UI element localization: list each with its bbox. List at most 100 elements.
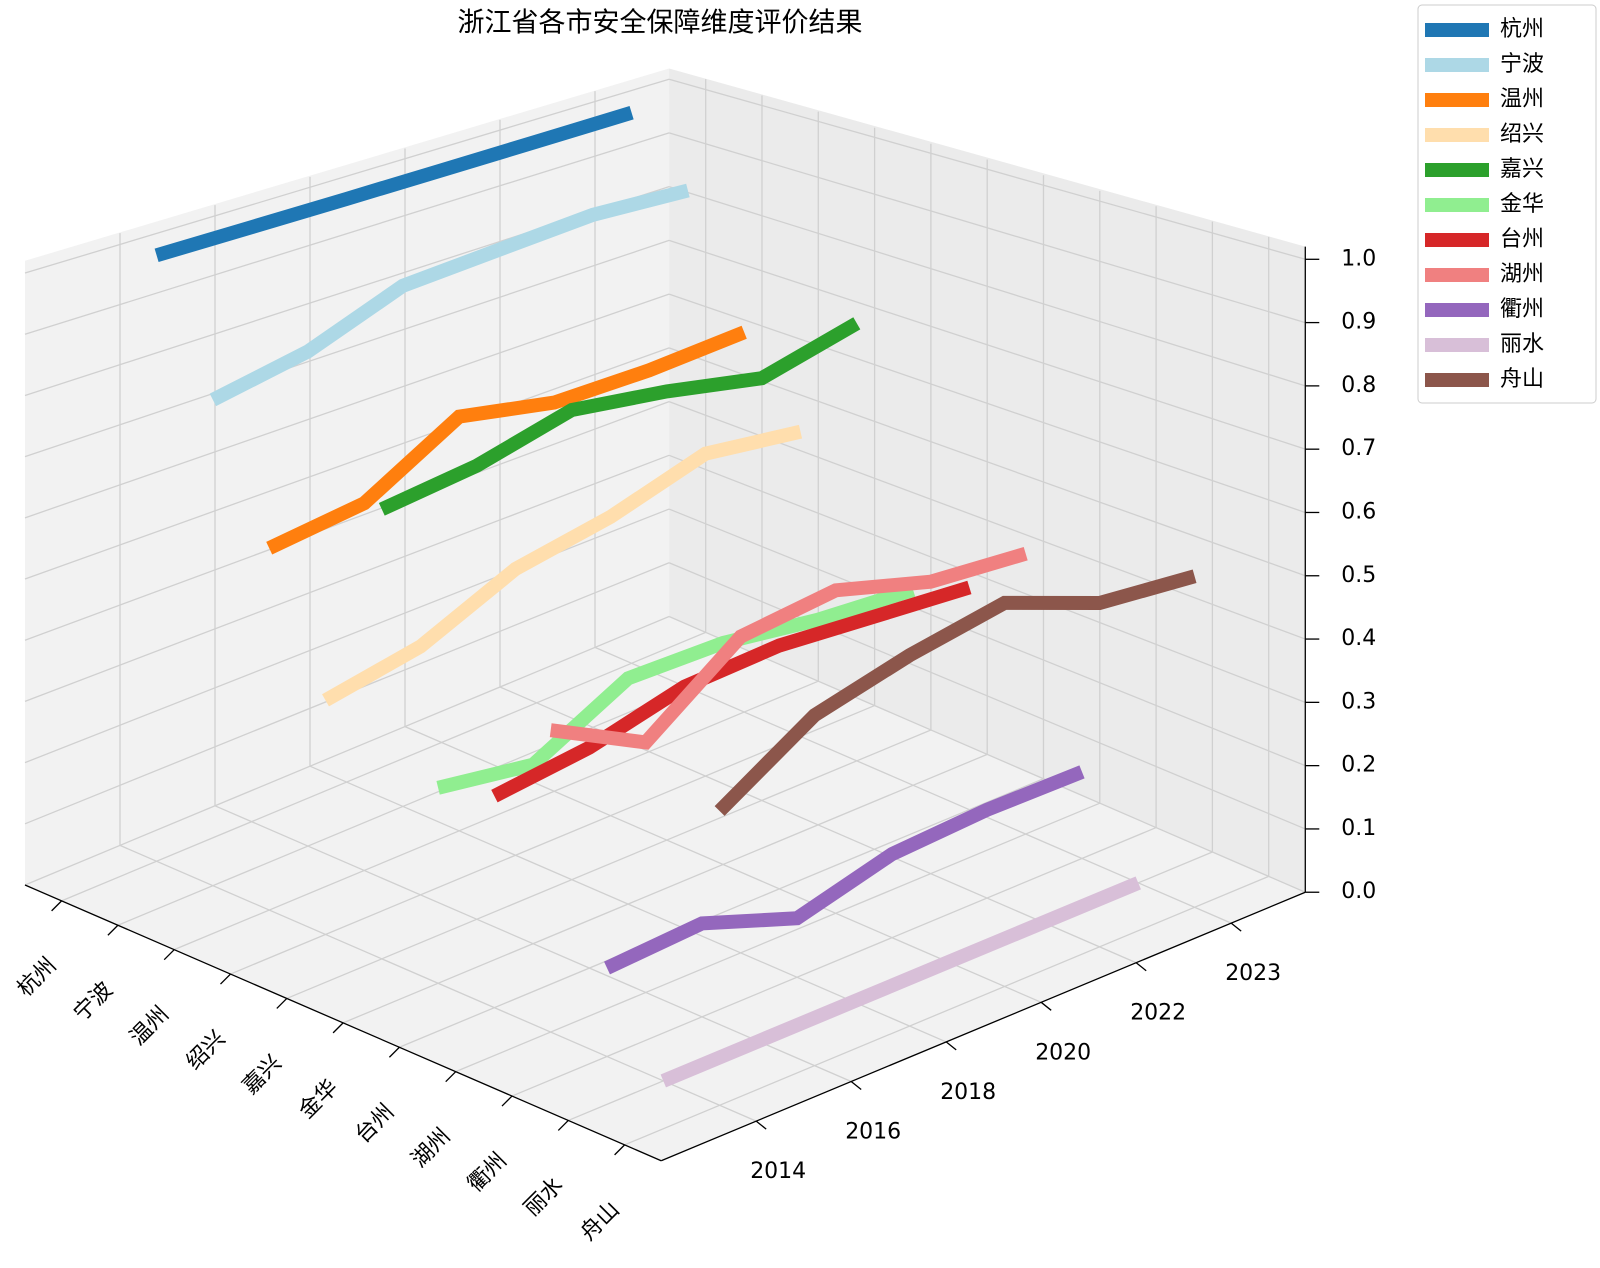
series-line xyxy=(266,325,747,555)
legend-label: 衢州 xyxy=(1500,297,1544,322)
x-tick-label: 舟山 xyxy=(576,1197,625,1246)
grid-line xyxy=(230,704,875,975)
z-tick-label: 0.6 xyxy=(1341,499,1376,524)
x-tick-label: 丽水 xyxy=(520,1173,569,1222)
grid-line xyxy=(24,347,670,580)
series-line xyxy=(714,569,1197,816)
grid-line xyxy=(511,826,1157,1097)
grid-line xyxy=(24,454,670,703)
x-tick xyxy=(445,1071,457,1083)
y-tick-label: 2018 xyxy=(940,1080,996,1105)
y-tick-label: 2014 xyxy=(750,1159,806,1184)
left-pane xyxy=(25,68,670,885)
legend-swatch xyxy=(1425,23,1489,37)
x-axis xyxy=(24,884,662,1162)
grid-line xyxy=(342,753,988,1024)
x-tick-label: 宁波 xyxy=(69,978,118,1027)
x-tick xyxy=(163,949,175,961)
x-tick-label: 台州 xyxy=(351,1100,400,1149)
x-tick xyxy=(332,1022,344,1034)
x-tick-label: 杭州 xyxy=(13,953,62,1002)
x-tick xyxy=(557,1120,569,1131)
x-tick xyxy=(614,1144,626,1156)
x-tick-label: 衢州 xyxy=(463,1148,512,1197)
legend-label: 绍兴 xyxy=(1500,122,1544,147)
grid-line xyxy=(119,844,757,1122)
grid xyxy=(24,78,1306,1146)
series-line xyxy=(491,580,972,803)
series-line xyxy=(209,183,690,407)
lines xyxy=(154,106,1197,1088)
legend-label: 嘉兴 xyxy=(1500,157,1544,182)
grid-line xyxy=(286,729,932,1000)
legend-label: 舟山 xyxy=(1500,367,1544,392)
legend-label: 丽水 xyxy=(1500,332,1544,357)
z-tick-label: 0.3 xyxy=(1341,689,1376,714)
x-tick xyxy=(276,998,288,1009)
legend-label: 宁波 xyxy=(1500,52,1544,77)
y-axis xyxy=(660,891,1306,1162)
grid-line xyxy=(309,765,947,1043)
y-tick-label: 2020 xyxy=(1035,1040,1091,1065)
grid-line xyxy=(24,615,670,886)
grid-line xyxy=(24,78,670,274)
legend-label: 湖州 xyxy=(1500,262,1544,287)
z-tick-label: 0.9 xyxy=(1341,310,1376,335)
y-tick xyxy=(850,1081,862,1091)
legend-label: 金华 xyxy=(1500,192,1544,217)
series-line xyxy=(322,424,803,707)
x-tick-label: 湖州 xyxy=(407,1124,456,1173)
z-tick-label: 0.1 xyxy=(1341,816,1376,841)
z-tick-label: 1.0 xyxy=(1341,246,1376,271)
grid-line xyxy=(455,802,1101,1073)
grid-line xyxy=(624,875,1269,1146)
y-tick xyxy=(755,1120,767,1130)
z-tick-label: 0.5 xyxy=(1341,563,1376,588)
y-tick xyxy=(1230,922,1242,932)
y-tick-label: 2022 xyxy=(1130,1001,1186,1026)
x-tick-label: 绍兴 xyxy=(182,1026,231,1075)
x-tick-label: 嘉兴 xyxy=(238,1051,287,1100)
y-tick xyxy=(1040,1001,1052,1011)
x-tick xyxy=(220,973,231,985)
grid-line xyxy=(24,400,670,641)
x-tick xyxy=(51,900,63,912)
z-tick-label: 0.8 xyxy=(1341,373,1376,398)
legend-swatch xyxy=(1425,233,1489,247)
grid-line xyxy=(24,293,670,519)
y-tick-label: 2016 xyxy=(845,1120,901,1145)
z-tick-label: 0.7 xyxy=(1341,436,1376,461)
series-line xyxy=(378,317,861,516)
series-line xyxy=(154,106,634,263)
legend-swatch xyxy=(1425,303,1489,317)
legend-swatch xyxy=(1425,58,1489,72)
grid-line xyxy=(24,239,670,458)
x-tick xyxy=(501,1095,513,1107)
grid-line xyxy=(594,646,1232,924)
z-tick-label: 0.4 xyxy=(1341,626,1376,651)
legend-label: 台州 xyxy=(1500,227,1544,252)
grid-line xyxy=(214,805,852,1083)
series-line xyxy=(549,546,1028,750)
series-line xyxy=(436,583,916,795)
x-tick-label: 金华 xyxy=(294,1075,343,1124)
legend-label: 温州 xyxy=(1500,87,1544,112)
y-tick xyxy=(1135,962,1147,972)
x-tick-label: 温州 xyxy=(125,1002,174,1051)
legend-swatch xyxy=(1425,373,1489,387)
grid-line xyxy=(173,680,819,951)
legend-swatch xyxy=(1425,128,1489,142)
grid-line xyxy=(24,132,670,335)
x-tick xyxy=(107,924,119,936)
x-tick xyxy=(388,1046,400,1058)
grid-line xyxy=(61,631,706,902)
series-line xyxy=(604,765,1085,975)
legend-swatch xyxy=(1425,163,1489,177)
y-tick xyxy=(945,1041,957,1051)
chart-title: 浙江省各市安全保障维度评价结果 xyxy=(458,8,863,39)
z-tick-label: 0.0 xyxy=(1341,879,1376,904)
legend-label: 杭州 xyxy=(1500,17,1544,42)
legend-swatch xyxy=(1425,198,1489,212)
legend-swatch xyxy=(1425,338,1489,352)
